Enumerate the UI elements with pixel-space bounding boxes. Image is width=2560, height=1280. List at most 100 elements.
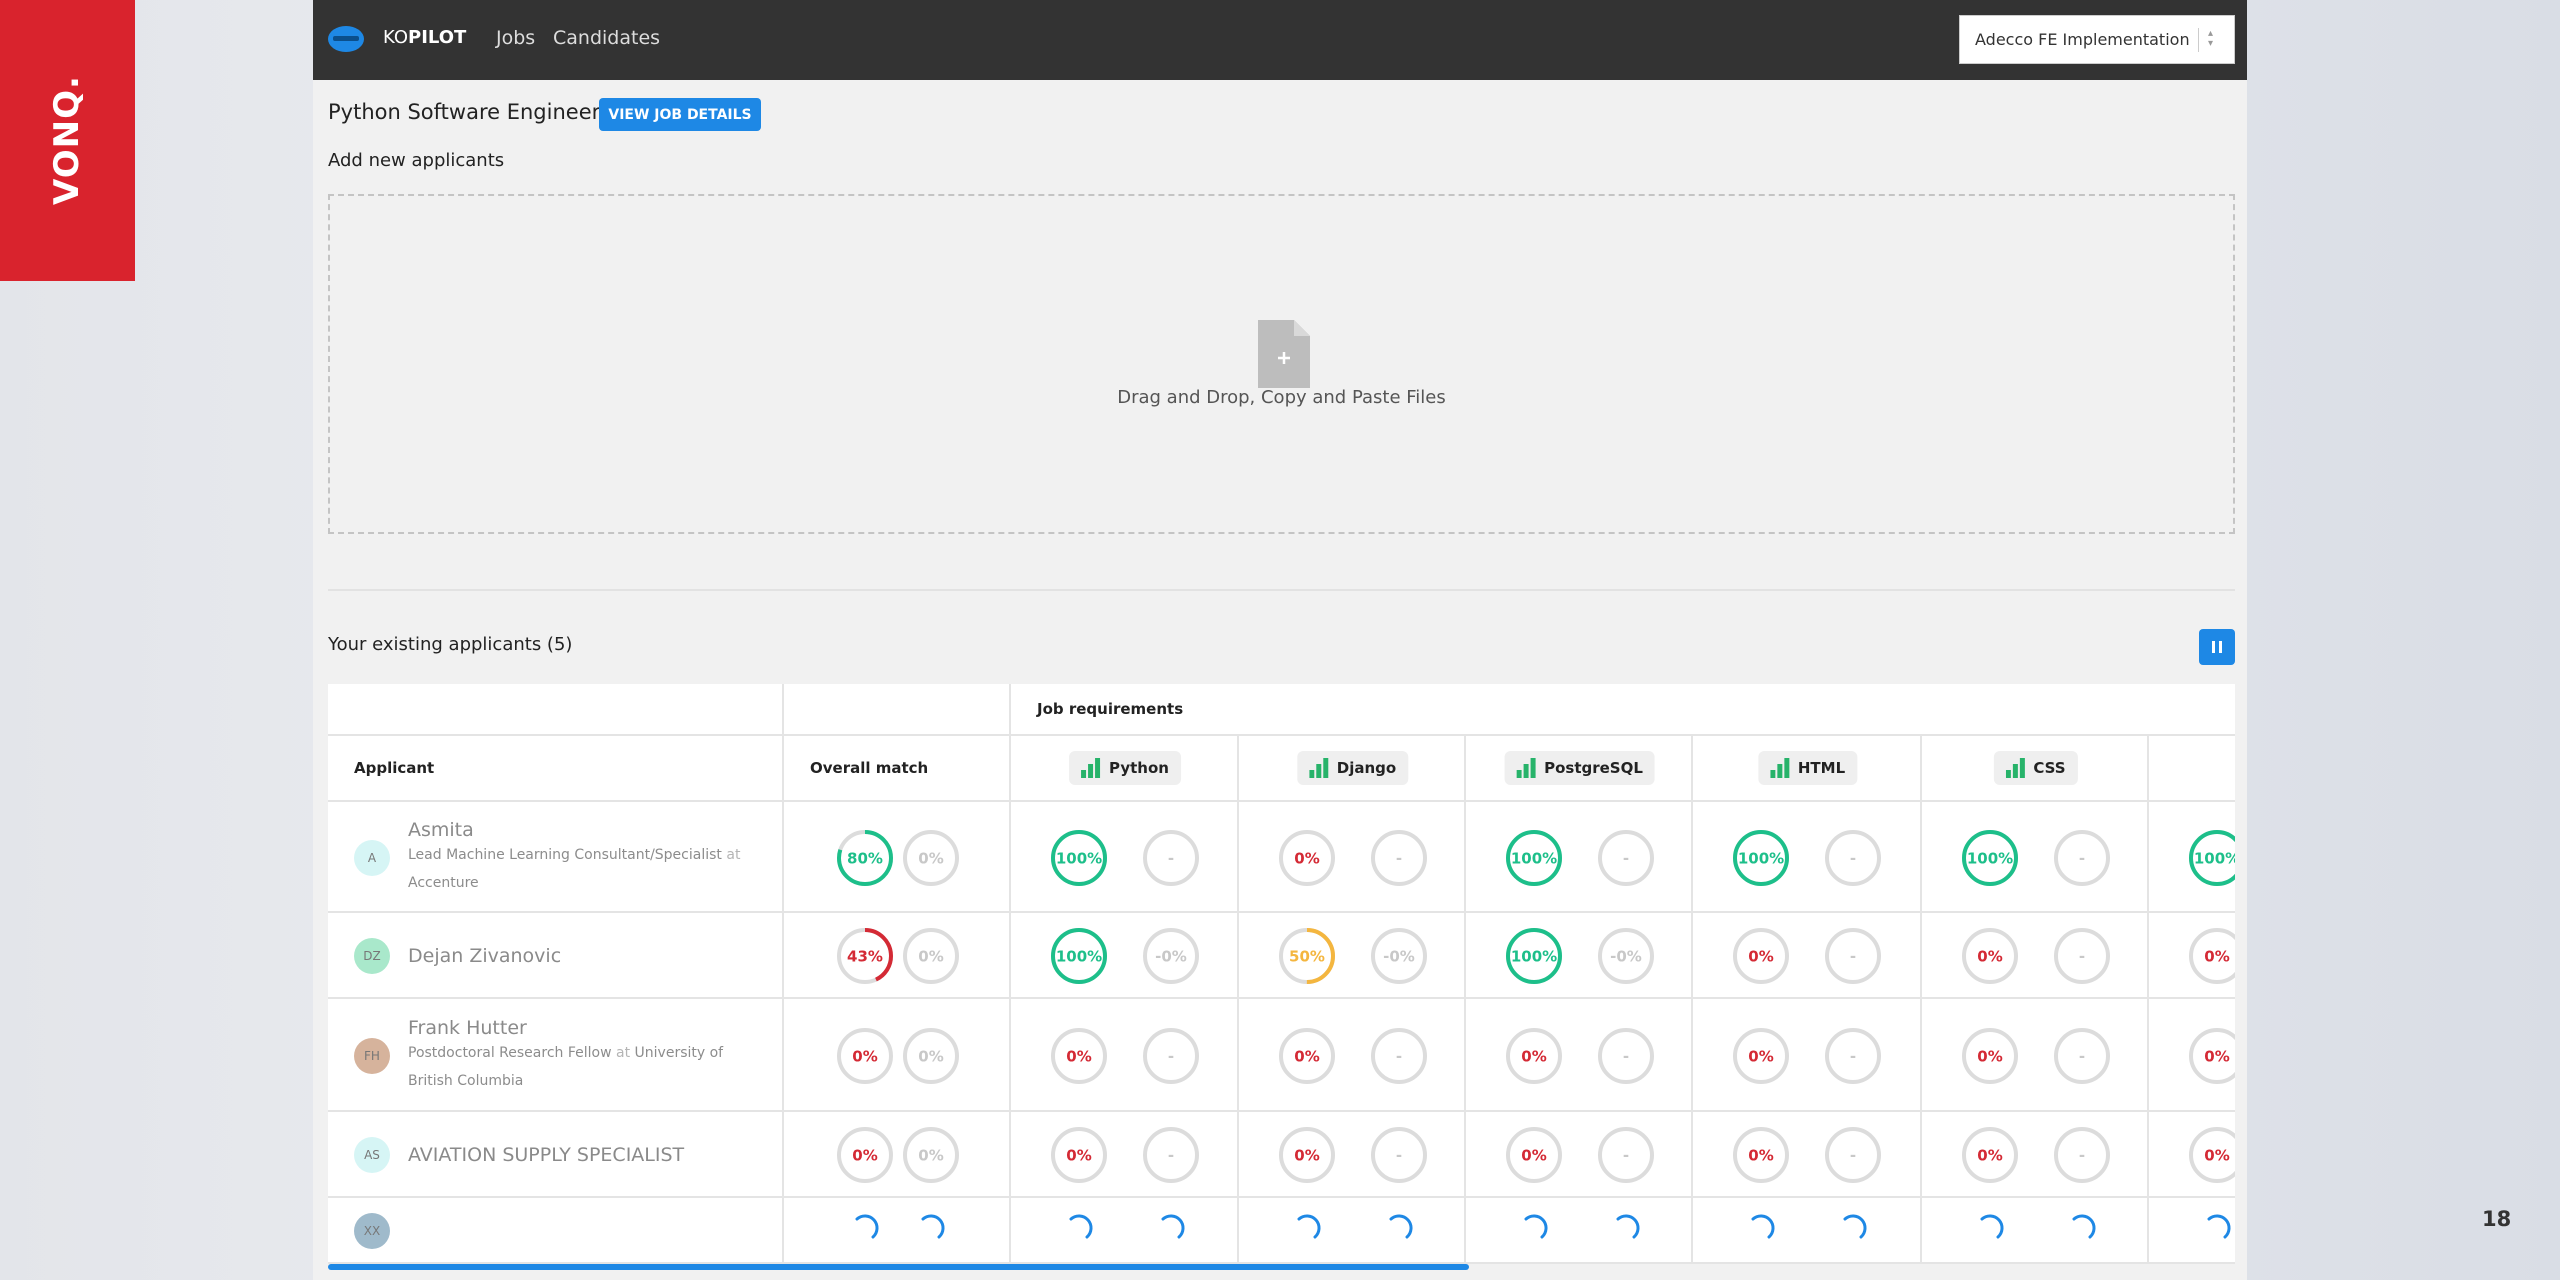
table-cell (784, 913, 1011, 999)
match-label: - (1168, 849, 1174, 867)
loading-spinner (1524, 1214, 1548, 1239)
spinner-arc (1843, 1214, 1867, 1239)
level-bar (1088, 764, 1094, 778)
ring-track (1506, 1127, 1562, 1183)
loading-spinner (921, 1214, 945, 1239)
nav-link[interactable]: Candidates (553, 27, 661, 49)
skill-level-icon (1081, 758, 1101, 778)
match-ring: 100% (1962, 829, 2018, 886)
match-label: - (2079, 1047, 2085, 1065)
client-select[interactable]: Adecco FE Implementation ▴ ▾ (1959, 15, 2235, 64)
ring-arc (1051, 829, 1107, 886)
match-label: 100% (1056, 849, 1102, 867)
match-ring: - (1371, 1027, 1427, 1084)
table-cell (784, 1198, 1011, 1264)
match-label: 0% (918, 948, 943, 966)
loading-spinner (1389, 1214, 1413, 1239)
match-ring: - (2054, 928, 2110, 984)
dropzone[interactable]: Drag and Drop, Copy and Paste Files (328, 194, 2235, 534)
ring-arc (836, 829, 893, 886)
table-cell (328, 1198, 784, 1264)
match-label: 0% (1294, 1147, 1319, 1165)
spinner-arc (1751, 1214, 1775, 1239)
avatar: FH (354, 1037, 390, 1074)
table-cell (1239, 913, 1466, 999)
nav-link[interactable]: Jobs (496, 27, 536, 49)
brand-box: VONQ. (0, 0, 135, 281)
skill-level-icon (2005, 758, 2025, 778)
match-ring: - (2054, 1127, 2110, 1183)
level-bar (1516, 770, 1522, 778)
skill-chip: PostgreSQL (1504, 751, 1655, 785)
ring-track (1598, 928, 1654, 984)
level-bar (1776, 764, 1782, 778)
match-label: 100% (2194, 849, 2235, 867)
match-label: - (1850, 1047, 1856, 1065)
table-cell (1693, 1112, 1922, 1198)
match-label: 0% (1748, 1047, 1773, 1065)
match-ring: 0% (2189, 1127, 2235, 1183)
table-cell (1466, 913, 1693, 999)
match-ring: - (1825, 928, 1881, 984)
table-cell (1011, 684, 2235, 736)
section-heading: Add new applicants (328, 150, 505, 171)
ring-arc (2189, 829, 2235, 886)
progress-bar (328, 1264, 1469, 1270)
ring-track (2189, 1027, 2235, 1084)
ring-track (1733, 928, 1789, 984)
role-title: Lead Machine Learning Consultant/Special… (408, 846, 722, 863)
ring-arc (836, 928, 893, 984)
match-label: - (1850, 849, 1856, 867)
match-label: - (1623, 1147, 1629, 1165)
ring-track (836, 1127, 893, 1183)
match-ring: 0% (902, 1027, 959, 1084)
match-label: - (1623, 1047, 1629, 1065)
match-label: 0% (918, 849, 943, 867)
logo-light: KO (383, 27, 408, 48)
role-company: University of British Columbia (408, 1044, 724, 1089)
match-label: 0% (2204, 1047, 2229, 1065)
avatar-initials: A (367, 850, 377, 865)
skill-level-icon (1308, 758, 1328, 778)
match-label: - (2079, 1147, 2085, 1165)
level-bar (1095, 758, 1101, 778)
applicant-name: Dejan Zivanovic (408, 945, 562, 967)
level-bar (2019, 758, 2025, 778)
table-cell (1011, 1198, 1239, 1264)
match-ring: - (1143, 829, 1199, 886)
ring-track (1051, 1027, 1107, 1084)
loading-spinner (1843, 1214, 1867, 1239)
table-cell (1239, 1198, 1466, 1264)
applicant-info: Dejan Zivanovic (408, 945, 768, 967)
avatar: A (354, 839, 390, 876)
ring-arc (1279, 928, 1335, 984)
table-cell (328, 999, 784, 1112)
match-label: 100% (1511, 849, 1557, 867)
match-label: 100% (1511, 948, 1557, 966)
match-label: 0% (1521, 1047, 1546, 1065)
skill-name: Django (1336, 759, 1397, 777)
match-ring: 80% (836, 829, 893, 886)
dropzone-text: Drag and Drop, Copy and Paste Files (1117, 387, 1446, 408)
table-cell (1922, 999, 2149, 1112)
match-label: - (1168, 1147, 1174, 1165)
loading-spinner (1980, 1214, 2004, 1239)
ring-arc (1506, 928, 1562, 984)
match-label: 0% (918, 1047, 943, 1065)
table-cell (1922, 1198, 2149, 1264)
match-ring: 100% (1051, 829, 1107, 886)
view-job-button[interactable]: VIEW JOB DETAILS (599, 98, 761, 131)
match-ring: 0% (1279, 1027, 1335, 1084)
skill-name: PostgreSQL (1544, 759, 1643, 777)
pause-button[interactable] (2199, 629, 2235, 665)
match-label: 43% (847, 948, 883, 966)
applicant-info: AVIATION SUPPLY SPECIALIST (408, 1144, 768, 1166)
loading-spinner (2072, 1214, 2096, 1239)
match-ring: - (1825, 829, 1881, 886)
skill-name: Python (1109, 759, 1169, 777)
select-divider (2198, 28, 2199, 52)
spinner-arc (1524, 1214, 1548, 1239)
skill-name: HTML (1797, 759, 1846, 777)
match-label: -0% (1155, 948, 1187, 966)
ring-arc (1962, 829, 2018, 886)
